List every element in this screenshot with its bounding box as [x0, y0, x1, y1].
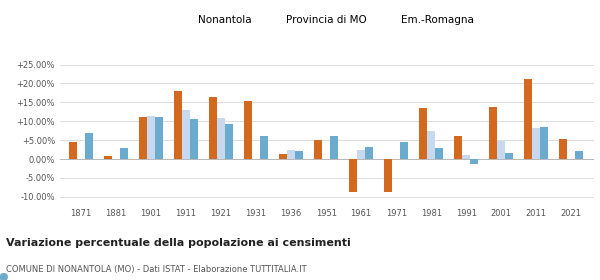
Bar	[279, 154, 287, 159]
Bar	[147, 116, 155, 159]
Bar	[209, 97, 217, 159]
Bar	[349, 159, 357, 192]
Bar	[470, 159, 478, 164]
Bar	[490, 107, 497, 159]
Bar	[182, 110, 190, 159]
Bar	[532, 128, 540, 159]
Bar	[314, 140, 322, 159]
Text: Variazione percentuale della popolazione ai censimenti: Variazione percentuale della popolazione…	[6, 238, 351, 248]
Bar	[260, 136, 268, 159]
Bar	[174, 91, 182, 159]
Legend: Nonantola, Provincia di MO, Em.-Romagna: Nonantola, Provincia di MO, Em.-Romagna	[178, 13, 476, 27]
Bar	[365, 147, 373, 159]
Bar	[505, 153, 513, 159]
Bar	[400, 142, 408, 159]
Bar	[331, 136, 338, 159]
Bar	[427, 131, 435, 159]
Bar	[225, 123, 233, 159]
Bar	[85, 132, 93, 159]
Bar	[190, 119, 198, 159]
Bar	[524, 79, 532, 159]
Bar	[541, 127, 548, 159]
Bar	[244, 101, 252, 159]
Text: COMUNE DI NONANTOLA (MO) - Dati ISTAT - Elaborazione TUTTITALIA.IT: COMUNE DI NONANTOLA (MO) - Dati ISTAT - …	[6, 265, 307, 274]
Bar	[559, 139, 567, 159]
Bar	[120, 148, 128, 159]
Bar	[419, 108, 427, 159]
Bar	[69, 142, 77, 159]
Bar	[384, 159, 392, 192]
Bar	[287, 150, 295, 159]
Bar	[436, 148, 443, 159]
Bar	[454, 136, 462, 159]
Bar	[295, 151, 303, 159]
Bar	[497, 141, 505, 159]
Bar	[357, 150, 365, 159]
Bar	[463, 155, 470, 159]
Bar	[139, 118, 147, 159]
Bar	[104, 156, 112, 159]
Bar	[217, 118, 225, 159]
Bar	[155, 117, 163, 159]
Bar	[575, 151, 583, 159]
